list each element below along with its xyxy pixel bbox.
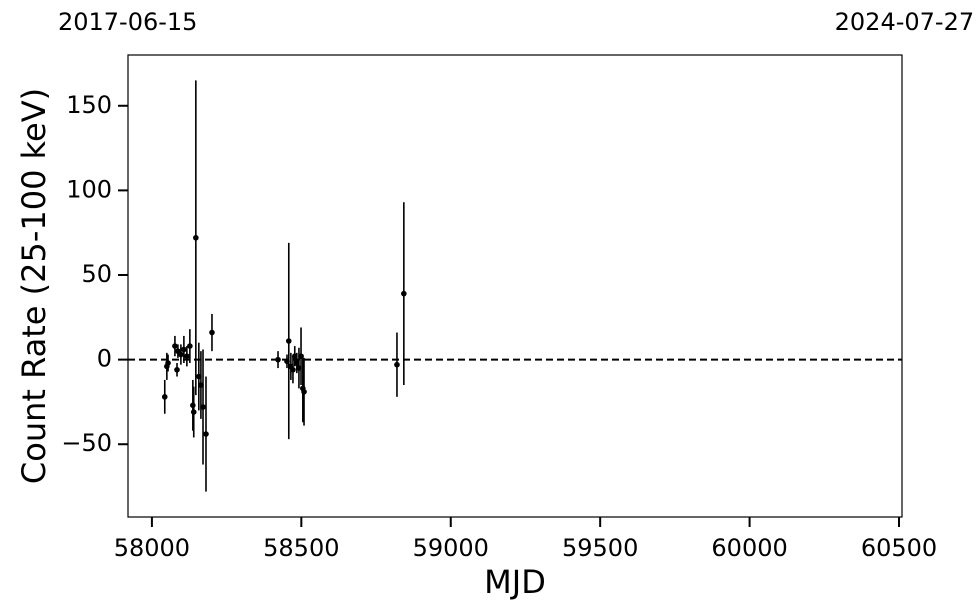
data-point <box>190 409 197 415</box>
data-point <box>275 356 281 363</box>
data-point <box>181 346 187 353</box>
top-date-label: 2024-07-27 <box>835 8 974 36</box>
data-point <box>187 343 193 349</box>
data-point <box>290 366 296 373</box>
data-point <box>301 388 307 395</box>
data-point <box>165 360 171 366</box>
data-point <box>394 361 400 368</box>
x-tick-label: 58000 <box>114 534 190 562</box>
x-axis-label: MJD <box>484 563 546 601</box>
y-tick-label: 150 <box>66 91 112 119</box>
x-tick-label: 59500 <box>562 534 638 562</box>
data-point <box>174 366 180 373</box>
x-tick-label: 60000 <box>711 534 787 562</box>
data-point <box>190 402 196 409</box>
data-point <box>184 353 190 360</box>
y-tick-label: 100 <box>66 175 112 203</box>
data-point <box>178 351 184 358</box>
data-point <box>203 431 209 437</box>
x-tick-label: 59000 <box>413 534 489 562</box>
data-point <box>172 343 178 349</box>
x-tick-label: 60500 <box>861 534 937 562</box>
data-point <box>161 394 168 400</box>
data-point <box>193 234 199 241</box>
plot-frame <box>127 54 903 518</box>
x-tick-label: 58500 <box>263 534 339 562</box>
y-axis-label: Count Rate (25-100 keV) <box>15 88 53 484</box>
y-tick-label: 0 <box>97 345 112 373</box>
data-point <box>285 338 292 344</box>
data-point <box>200 404 206 410</box>
top-date-label: 2017-06-15 <box>58 8 197 36</box>
y-tick-label: −50 <box>61 429 112 457</box>
y-tick-label: 50 <box>81 260 112 288</box>
data-point <box>209 329 215 336</box>
data-point <box>401 290 407 297</box>
